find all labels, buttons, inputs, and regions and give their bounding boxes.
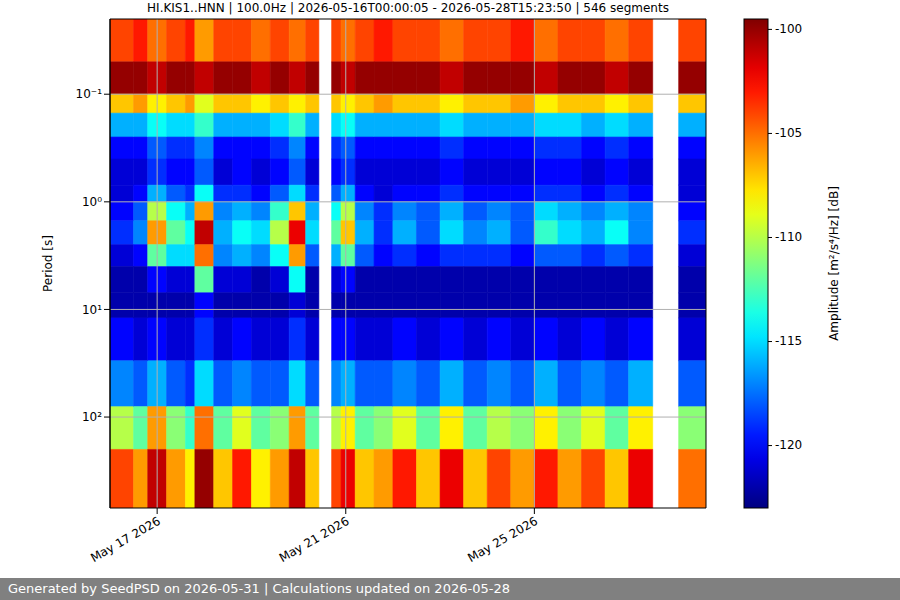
html-text:Generated by SeedPSD on 2026-0: Generated by SeedPSD on 2026-05-31 | Cal… <box>8 581 510 596</box>
svg-text:10⁰: 10⁰ <box>82 195 102 209</box>
svg-text:-120: -120 <box>775 438 802 452</box>
html-text:HI.KIS1..HNN | 100.0Hz | 2026-: HI.KIS1..HNN | 100.0Hz | 2026-05-16T00:0… <box>147 1 669 15</box>
svg-text:10²: 10² <box>82 410 102 424</box>
svg-text:Period [s]: Period [s] <box>41 235 55 292</box>
svg-text:Amplitude [m²/s⁴/Hz] [dB]: Amplitude [m²/s⁴/Hz] [dB] <box>827 186 841 341</box>
svg-text:10⁻¹: 10⁻¹ <box>76 87 103 101</box>
svg-text:May 17 2026: May 17 2026 <box>88 514 163 565</box>
svg-text:May 21 2026: May 21 2026 <box>277 514 352 565</box>
svg-text:May 25 2026: May 25 2026 <box>465 514 540 565</box>
svg-text:-115: -115 <box>775 334 802 348</box>
svg-text:-100: -100 <box>775 22 802 36</box>
svg-text:-105: -105 <box>775 126 802 140</box>
svg-text:10¹: 10¹ <box>82 303 102 317</box>
svg-text:-110: -110 <box>775 230 802 244</box>
